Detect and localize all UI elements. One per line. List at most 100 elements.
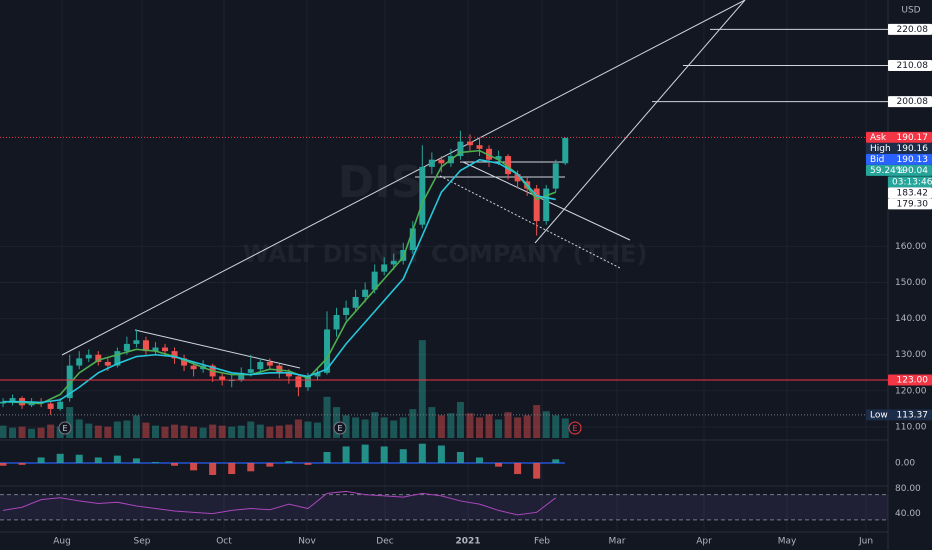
macd-bar bbox=[209, 463, 217, 475]
candle-body bbox=[371, 271, 378, 290]
candle-body bbox=[152, 347, 159, 352]
macd-bar bbox=[37, 457, 45, 463]
candle-body bbox=[257, 361, 264, 370]
macd-bar bbox=[266, 463, 274, 467]
volume-bar bbox=[104, 426, 112, 438]
volume-bar bbox=[18, 426, 26, 438]
price-marker-label: 183.42 bbox=[897, 188, 929, 198]
volume-bar bbox=[142, 422, 150, 438]
price-marker-label: 190.13 bbox=[897, 155, 929, 165]
candle-body bbox=[419, 166, 426, 225]
price-marker bbox=[866, 153, 932, 165]
volume-bar bbox=[380, 417, 388, 438]
candle-body bbox=[190, 365, 197, 370]
y-tick-label: 110.00 bbox=[895, 422, 927, 432]
candle-body bbox=[552, 163, 559, 189]
watermark-name: WALT DISNEY COMPANY (THE) bbox=[243, 240, 648, 268]
trend-line bbox=[61, 0, 746, 356]
candle-body bbox=[409, 228, 416, 250]
candle-body bbox=[104, 361, 111, 366]
volume-bar bbox=[228, 426, 236, 438]
macd-tick-label: 0.00 bbox=[895, 459, 915, 469]
price-marker-label: 200.08 bbox=[897, 97, 929, 107]
volume-bar bbox=[132, 415, 140, 438]
volume-bar bbox=[285, 424, 293, 438]
candle-body bbox=[562, 137, 569, 164]
volume-bar bbox=[352, 417, 360, 438]
x-tick-label: Oct bbox=[216, 537, 232, 547]
candle-body bbox=[76, 358, 83, 366]
candle-body bbox=[238, 372, 245, 381]
macd-bar bbox=[228, 463, 236, 475]
macd-bar bbox=[476, 457, 483, 463]
price-marker bbox=[866, 409, 932, 421]
volume-bar bbox=[66, 407, 74, 438]
volume-bar bbox=[409, 409, 417, 438]
candle-body bbox=[381, 264, 388, 272]
candle-body bbox=[466, 141, 473, 146]
macd-bar bbox=[456, 451, 464, 463]
volume-bar bbox=[151, 425, 159, 438]
price-marker-label: 190.04 bbox=[897, 166, 929, 176]
y-tick-label: 120.00 bbox=[895, 386, 927, 396]
price-marker bbox=[888, 198, 932, 210]
volume-bar bbox=[47, 424, 55, 438]
volume-bar bbox=[304, 421, 312, 438]
macd-bar bbox=[94, 457, 102, 463]
macd-bar bbox=[533, 463, 541, 479]
rsi-band bbox=[0, 494, 888, 520]
volume-bar bbox=[123, 420, 131, 438]
volume-bar bbox=[0, 425, 7, 438]
trend-line bbox=[134, 329, 301, 369]
candle-body bbox=[171, 351, 178, 359]
price-marker bbox=[888, 176, 932, 188]
macd-bar bbox=[0, 463, 7, 466]
rsi-tick-label: 40.00 bbox=[895, 509, 921, 519]
candle-body bbox=[219, 376, 226, 381]
macd-bar bbox=[342, 446, 350, 463]
candle-body bbox=[95, 354, 102, 362]
x-tick-label: 2021 bbox=[455, 537, 480, 547]
x-tick-label: Apr bbox=[696, 537, 712, 547]
volume-bar bbox=[466, 413, 474, 438]
x-tick-label: Jun bbox=[858, 537, 873, 547]
x-tick-label: May bbox=[778, 537, 797, 547]
y-tick-label: 160.00 bbox=[895, 242, 927, 252]
event-label: E bbox=[337, 424, 342, 433]
volume-bar bbox=[399, 417, 407, 438]
volume-bar bbox=[37, 427, 45, 438]
volume-bar bbox=[542, 411, 550, 438]
volume-bar bbox=[237, 425, 245, 438]
volume-bar bbox=[28, 428, 36, 438]
volume-bar bbox=[456, 401, 464, 438]
macd-bar bbox=[247, 463, 255, 472]
macd-bar bbox=[190, 463, 198, 471]
volume-bar bbox=[428, 407, 436, 438]
candle-body bbox=[66, 365, 73, 399]
price-marker-label: 113.37 bbox=[897, 410, 929, 420]
volume-bar bbox=[218, 425, 226, 438]
volume-bar bbox=[523, 415, 531, 438]
price-marker bbox=[888, 374, 932, 386]
volume-bar bbox=[256, 424, 264, 438]
candle-body bbox=[505, 156, 512, 175]
candle-body bbox=[9, 398, 16, 402]
volume-bar bbox=[495, 419, 503, 438]
price-marker-name: Bid bbox=[870, 155, 884, 165]
candle-body bbox=[428, 159, 435, 167]
volume-bar bbox=[561, 418, 569, 438]
candle-body bbox=[57, 401, 64, 409]
watermark-symbol: DIS bbox=[338, 157, 423, 208]
volume-bar bbox=[247, 421, 255, 438]
price-marker-label: 220.08 bbox=[897, 25, 929, 35]
candle-body bbox=[47, 403, 54, 409]
price-marker bbox=[888, 96, 932, 108]
candle-body bbox=[162, 347, 169, 352]
candle-body bbox=[362, 289, 369, 297]
price-marker-label: 190.17 bbox=[897, 133, 929, 143]
rsi-line bbox=[2, 490, 557, 516]
volume-bar bbox=[390, 420, 398, 438]
volume-bar bbox=[552, 415, 560, 438]
price-marker-name: Low bbox=[870, 410, 888, 420]
price-marker-label: 179.30 bbox=[897, 199, 929, 209]
